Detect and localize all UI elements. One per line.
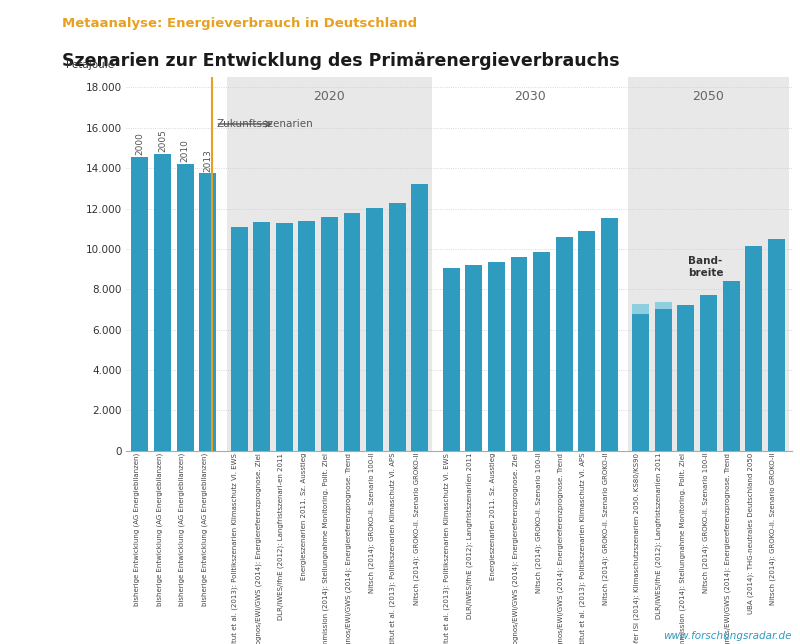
Text: Petajoule: Petajoule	[66, 60, 114, 70]
Text: Energieszenarien 2011. Sz. Ausstieg: Energieszenarien 2011. Sz. Ausstieg	[490, 453, 497, 580]
Bar	[629, 77, 789, 451]
Text: Öko-Institut et al. (2013): Politikszenarien Klimaschutz VI. EWS: Öko-Institut et al. (2013): Politikszena…	[231, 453, 239, 644]
Text: Prognos/EWI/GWS (2014): Energiereferenzprognose. Ziel: Prognos/EWI/GWS (2014): Energiereferenzp…	[513, 453, 519, 644]
Bar	[722, 281, 739, 451]
Bar	[700, 296, 717, 451]
Bar	[533, 252, 550, 451]
Text: Nitsch (2014): GROKO-II. Szenario GROKO-II: Nitsch (2014): GROKO-II. Szenario GROKO-…	[602, 453, 610, 605]
Bar	[230, 227, 248, 451]
Text: Metaanalyse: Energieverbrauch in Deutschland: Metaanalyse: Energieverbrauch in Deutsch…	[62, 17, 418, 30]
Text: Prognos/EWI/GWS (2014): Energiereferenzprognose. Trend: Prognos/EWI/GWS (2014): Energiereferenzp…	[558, 453, 564, 644]
Text: Expertenkommission (2014): Stellungnahme Monitoring. Polit. Ziel: Expertenkommission (2014): Stellungnahme…	[679, 453, 686, 644]
Text: bisherige Entwicklung (AG Energiebilanzen): bisherige Entwicklung (AG Energiebilanze…	[178, 453, 185, 606]
Bar	[768, 239, 785, 451]
Bar	[131, 157, 148, 451]
Text: AGENTUR FÜR
ERNEUERBARE
ENERGIEN: AGENTUR FÜR ERNEUERBARE ENERGIEN	[9, 620, 46, 636]
Bar	[488, 262, 505, 451]
Text: Nitsch (2014): GROKO-II. Szenario 100-II: Nitsch (2014): GROKO-II. Szenario 100-II	[368, 453, 374, 593]
Text: bisherige Entwicklung (AG Energiebilanzen): bisherige Entwicklung (AG Energiebilanze…	[201, 453, 208, 606]
Bar	[199, 173, 216, 451]
Text: DLR/IWES/IfnE (2012): Langfristszenari­en 2011: DLR/IWES/IfnE (2012): Langfristszenari­e…	[278, 453, 284, 620]
Text: Öko-Institut et al. (2013): Politikszenarien Klimaschutz VI. APS: Öko-Institut et al. (2013): Politikszena…	[389, 453, 397, 644]
Text: Expertenkommission (2014): Stellungnahme Monitoring. Polit. Ziel: Expertenkommission (2014): Stellungnahme…	[323, 453, 330, 644]
Bar	[678, 305, 694, 451]
Text: 2030: 2030	[514, 90, 546, 103]
Bar	[276, 223, 293, 451]
Text: Prognos/EWI/GWS (2014): Energiereferenzprognose. Trend: Prognos/EWI/GWS (2014): Energiereferenzp…	[725, 453, 731, 644]
Bar	[632, 314, 650, 451]
Text: Zukunftsszenarien: Zukunftsszenarien	[217, 119, 314, 129]
Bar	[745, 246, 762, 451]
Text: Forschungsradar: Forschungsradar	[22, 99, 32, 198]
Text: bisherige Entwicklung (AG Energiebilanzen): bisherige Entwicklung (AG Energiebilanze…	[134, 453, 140, 606]
Bar	[227, 77, 432, 451]
Bar	[411, 184, 428, 451]
Text: Öko-Institut et al. (2013): Politikszenarien Klimaschutz VI. EWS: Öko-Institut et al. (2013): Politikszena…	[443, 453, 451, 644]
Bar	[366, 207, 383, 451]
Bar	[466, 265, 482, 451]
Bar	[298, 221, 315, 451]
Text: Öko-Institut/Fraunhofer ISI (2014): Klimaschutzszenarien 2050. KS80/KS90: Öko-Institut/Fraunhofer ISI (2014): Klim…	[633, 453, 641, 644]
Bar	[601, 218, 618, 451]
Text: 2005: 2005	[158, 129, 167, 153]
Text: www.forschungsradar.de: www.forschungsradar.de	[663, 631, 792, 641]
Bar	[254, 222, 270, 451]
Bar	[443, 268, 460, 451]
Bar	[154, 154, 171, 451]
Bar	[556, 237, 573, 451]
Text: bisherige Entwicklung (AG Energiebilanzen): bisherige Entwicklung (AG Energiebilanze…	[156, 453, 162, 606]
Text: UBA (2014): THG-neutrales Deutschland 2050: UBA (2014): THG-neutrales Deutschland 20…	[747, 453, 754, 614]
Bar	[389, 204, 406, 451]
Bar	[578, 231, 595, 451]
Bar	[655, 310, 672, 451]
Text: 2050: 2050	[693, 90, 725, 103]
Text: Prognos/EWI/GWS (2014): Energiereferenzprognose. Ziel: Prognos/EWI/GWS (2014): Energiereferenzp…	[255, 453, 262, 644]
Text: 2010: 2010	[181, 140, 190, 162]
Text: DLR/IWES/IfnE (2012): Langfristszenariíen 2011: DLR/IWES/IfnE (2012): Langfristszenariíe…	[656, 453, 663, 619]
Text: 2020: 2020	[314, 90, 346, 103]
Text: Nitsch (2014): GROKO-II. Szenario GROKO-II: Nitsch (2014): GROKO-II. Szenario GROKO-…	[770, 453, 776, 605]
Text: ∞: ∞	[18, 595, 37, 616]
Text: Nitsch (2014): GROKO-II. Szenario GROKO-II: Nitsch (2014): GROKO-II. Szenario GROKO-…	[414, 453, 420, 605]
Bar	[343, 213, 361, 451]
Text: Band-
breite: Band- breite	[688, 256, 724, 278]
Bar	[632, 305, 650, 314]
Text: Öko-Institut et al. (2013): Politikszenarien Klimaschutz VI. APS: Öko-Institut et al. (2013): Politikszena…	[578, 453, 586, 644]
Text: 2000: 2000	[135, 133, 145, 155]
Text: Energieszenarien 2011. Sz. Ausstieg: Energieszenarien 2011. Sz. Ausstieg	[301, 453, 307, 580]
Bar	[510, 257, 527, 451]
Text: Vergleichsgrafik: Vergleichsgrafik	[22, 176, 32, 249]
Text: Szenarien zur Entwicklung des Primärenergieverbrauchs: Szenarien zur Entwicklung des Primärener…	[62, 53, 620, 70]
Text: DLR/IWES/IfnE (2012): Langfristszenariíen 2011: DLR/IWES/IfnE (2012): Langfristszenariíe…	[467, 453, 474, 619]
Text: Nitsch (2014): GROKO-II. Szenario 100-II: Nitsch (2014): GROKO-II. Szenario 100-II	[535, 453, 542, 593]
Text: 2013: 2013	[203, 149, 212, 171]
Bar	[655, 303, 672, 310]
Bar	[177, 164, 194, 451]
Text: Prognos/EWI/GWS (2014): Energiereferenzprognose. Trend: Prognos/EWI/GWS (2014): Energiereferenzp…	[346, 453, 352, 644]
Bar	[321, 216, 338, 451]
Text: Nitsch (2014): GROKO-II. Szenario 100-II: Nitsch (2014): GROKO-II. Szenario 100-II	[702, 453, 709, 593]
